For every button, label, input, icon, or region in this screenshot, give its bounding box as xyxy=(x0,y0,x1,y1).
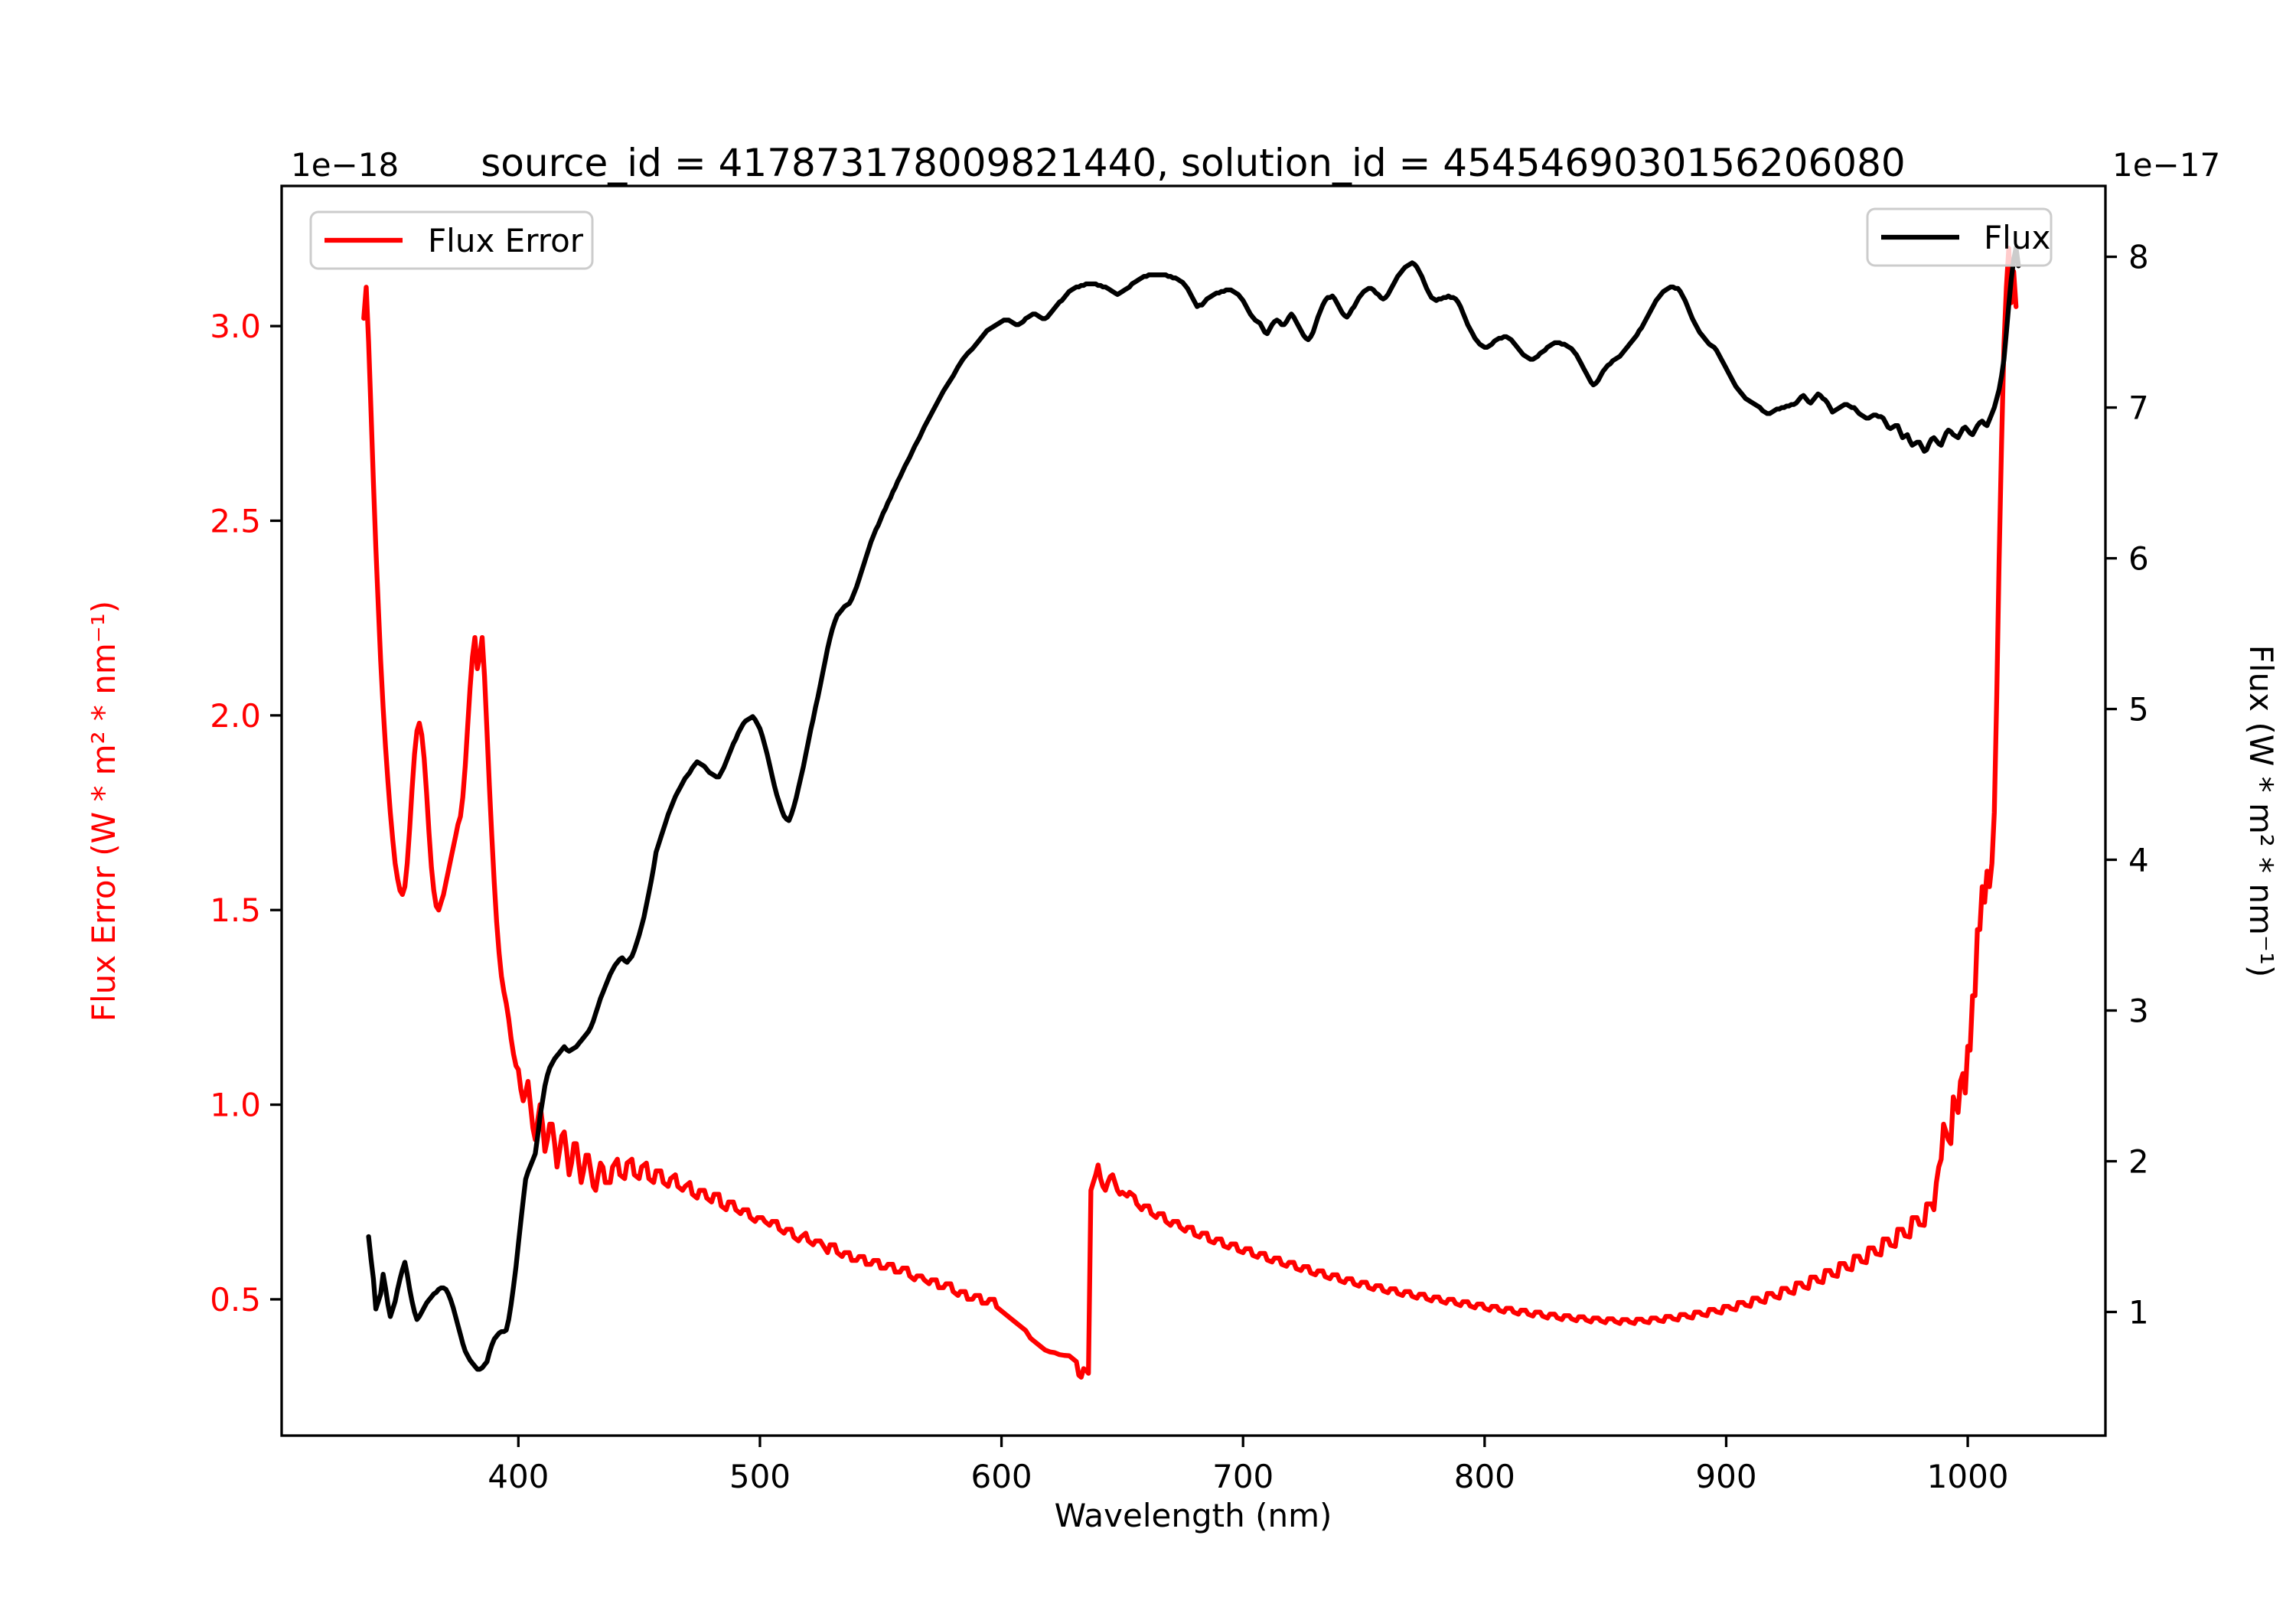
y-left-tick-label: 1.0 xyxy=(210,1087,261,1124)
flux-error-line xyxy=(361,246,2019,1380)
axes-frame xyxy=(280,184,2107,1437)
y-right-tick-label: 1 xyxy=(2128,1293,2149,1331)
y-right-tick-label: 4 xyxy=(2128,842,2149,879)
y-left-tick-label: 0.5 xyxy=(210,1281,261,1319)
legend-flux-label: Flux xyxy=(1984,219,2050,256)
legend-flux: Flux xyxy=(1866,207,2053,267)
x-tick-label: 900 xyxy=(1695,1458,1756,1495)
y-right-tick-label: 3 xyxy=(2128,993,2149,1030)
y-right-tick-label: 5 xyxy=(2128,691,2149,729)
y-left-axis-label: Flux Error (W * m² * nm⁻¹) xyxy=(85,601,122,1022)
y-right-axis-label: Flux (W * m² * nm⁻¹) xyxy=(2242,645,2280,978)
y-right-tick-label: 7 xyxy=(2128,390,2149,427)
x-tick-label: 500 xyxy=(729,1458,791,1495)
y-left-tick-label: 2.5 xyxy=(210,503,261,540)
y-right-tick-label: 2 xyxy=(2128,1143,2149,1180)
x-tick-label: 1000 xyxy=(1927,1458,2009,1495)
y-left-tick-label: 3.0 xyxy=(210,308,261,345)
y-left-tick-label: 2.0 xyxy=(210,697,261,735)
y-left-tick-label: 1.5 xyxy=(210,892,261,929)
x-axis-label: Wavelength (nm) xyxy=(1055,1497,1332,1534)
y-left-offset-text: 1e−18 xyxy=(291,146,399,184)
y-right-offset-text: 1e−17 xyxy=(2112,146,2220,184)
legend-flux-error-label: Flux Error xyxy=(428,222,584,259)
x-tick-label: 700 xyxy=(1212,1458,1274,1495)
legend-flux-error-box xyxy=(309,210,594,270)
y-right-tick-label: 8 xyxy=(2128,239,2149,276)
flux-line xyxy=(366,245,2021,1372)
legend-flux-error: Flux Error xyxy=(309,210,594,270)
y-right-tick-label: 6 xyxy=(2128,540,2149,578)
x-tick-label: 600 xyxy=(970,1458,1032,1495)
x-tick-label: 800 xyxy=(1454,1458,1515,1495)
x-tick-label: 400 xyxy=(488,1458,549,1495)
plot-title: source_id = 417873178009821440, solution… xyxy=(481,141,1905,185)
plot-area: 400 500 600 700 800 900 1000 0.5 1.0 1.5 2.0 2.5 3.0… xyxy=(210,184,2149,1495)
